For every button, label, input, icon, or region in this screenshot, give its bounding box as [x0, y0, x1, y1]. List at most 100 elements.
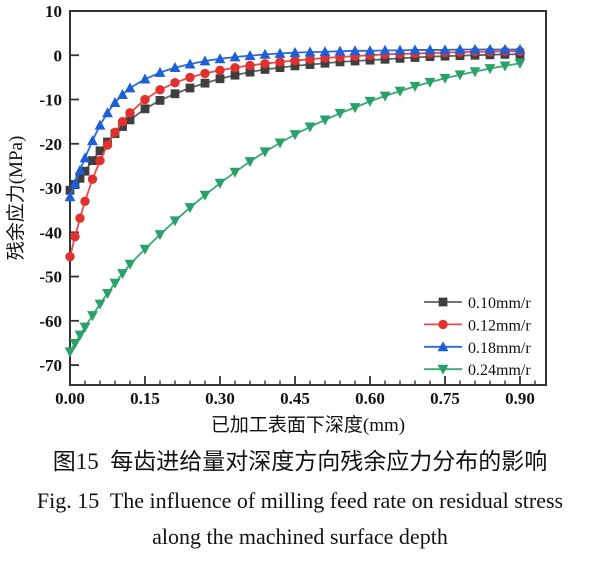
- data-point-marker: [69, 338, 81, 349]
- data-point-marker: [469, 67, 481, 78]
- data-point-marker: [454, 43, 466, 54]
- data-point-marker: [117, 89, 128, 100]
- legend-label: 0.10mm/r: [468, 295, 531, 312]
- data-point-marker: [118, 122, 127, 131]
- data-point-marker: [185, 72, 195, 83]
- data-point-marker: [124, 259, 136, 270]
- data-point-marker: [80, 196, 90, 207]
- legend-label: 0.18mm/r: [468, 340, 531, 357]
- data-point-marker: [229, 51, 241, 62]
- data-point-marker: [155, 96, 165, 105]
- data-point-marker: [79, 322, 91, 333]
- y-tick-label: -10: [39, 91, 62, 110]
- data-point-marker: [214, 178, 226, 189]
- data-point-marker: [290, 61, 300, 71]
- data-point-marker: [139, 73, 151, 84]
- data-point-marker: [274, 138, 286, 149]
- data-point-marker: [154, 230, 166, 241]
- legend-marker: [437, 364, 449, 375]
- data-point-marker: [259, 48, 271, 59]
- legend-marker: [437, 341, 449, 352]
- figure-caption-en-line1: Fig. 15 The influence of milling feed ra…: [36, 488, 564, 513]
- data-point-marker: [245, 60, 255, 71]
- x-tick-label: 0.00: [55, 389, 85, 408]
- data-point-marker: [259, 147, 271, 158]
- data-point-marker: [185, 83, 195, 93]
- data-point-marker: [87, 135, 98, 146]
- data-point-marker: [199, 190, 211, 201]
- data-point-marker: [65, 251, 75, 262]
- data-point-marker: [184, 203, 196, 214]
- data-point-marker: [102, 288, 113, 299]
- data-point-marker: [275, 63, 285, 73]
- x-tick-label: 0.75: [430, 389, 460, 408]
- data-point-marker: [380, 54, 390, 64]
- data-point-marker: [199, 55, 211, 66]
- data-point-marker: [274, 47, 286, 58]
- data-point-marker: [102, 140, 113, 150]
- data-point-marker: [454, 70, 466, 81]
- data-point-marker: [64, 347, 76, 358]
- data-point-marker: [184, 58, 196, 69]
- data-point-marker: [75, 173, 85, 183]
- data-point-marker: [439, 73, 451, 84]
- data-point-marker: [514, 43, 526, 54]
- data-point-marker: [260, 58, 270, 69]
- data-point-marker: [117, 269, 128, 280]
- data-point-marker: [439, 44, 451, 55]
- data-point-marker: [64, 191, 76, 202]
- x-tick-label: 0.30: [205, 389, 235, 408]
- data-point-marker: [379, 44, 391, 55]
- data-point-marker: [335, 57, 345, 67]
- data-point-marker: [304, 46, 316, 57]
- series-0.18mm/r: [64, 43, 526, 202]
- data-point-marker: [117, 116, 128, 127]
- data-point-marker: [305, 60, 315, 69]
- legend-item-0.10mm/r: 0.10mm/r: [424, 295, 531, 312]
- data-point-marker: [109, 278, 121, 289]
- data-point-marker: [275, 57, 285, 67]
- data-point-marker: [124, 82, 136, 93]
- legend: 0.10mm/r 0.12mm/r 0.18mm/r 0.24mm/r: [424, 295, 531, 379]
- data-point-marker: [69, 178, 81, 189]
- series-line-0.12mm/r: [69, 50, 520, 257]
- y-tick-label: 10: [45, 2, 62, 21]
- data-point-marker: [229, 167, 241, 178]
- data-point-marker: [484, 43, 496, 54]
- series-0.12mm/r: [65, 46, 525, 262]
- x-tick-label: 0.90: [505, 389, 535, 408]
- data-point-marker: [334, 45, 346, 56]
- x-tick-label: 0.15: [130, 389, 160, 408]
- data-point-marker: [154, 66, 166, 77]
- legend-item-0.24mm/r: 0.24mm/r: [424, 362, 531, 379]
- data-point-marker: [170, 89, 180, 99]
- x-tick-label: 0.60: [355, 389, 385, 408]
- data-point-marker: [289, 47, 301, 58]
- data-point-marker: [350, 56, 360, 66]
- figure-caption-cn: 图15 每齿进给量对深度方向残余应力分布的影响: [52, 449, 548, 474]
- data-point-marker: [74, 330, 86, 341]
- data-point-marker: [260, 65, 270, 74]
- data-point-marker: [319, 115, 331, 126]
- data-point-marker: [394, 44, 406, 55]
- data-point-marker: [424, 77, 436, 88]
- data-point-marker: [155, 85, 165, 95]
- legend-item-0.18mm/r: 0.18mm/r: [424, 340, 531, 357]
- series-line-0.18mm/r: [69, 48, 520, 198]
- data-point-marker: [365, 55, 375, 65]
- y-tick-label: -60: [39, 312, 62, 331]
- data-point-marker: [79, 152, 91, 163]
- legend-label: 0.12mm/r: [468, 317, 531, 334]
- series-line-0.10mm/r: [69, 53, 520, 191]
- data-point-marker: [320, 58, 330, 68]
- residual-stress-chart: 0.00 0.15 0.30 0.45 0.60 0.75 0.90 10 0 -10 -20 -30…: [5, 2, 547, 436]
- y-tick-label: 0: [54, 46, 63, 65]
- data-point-marker: [94, 299, 106, 310]
- data-point-marker: [169, 62, 181, 73]
- data-point-marker: [140, 104, 150, 114]
- y-tick-label: -30: [39, 179, 62, 198]
- data-point-marker: [140, 94, 150, 105]
- data-point-marker: [349, 45, 361, 56]
- data-point-marker: [87, 311, 98, 322]
